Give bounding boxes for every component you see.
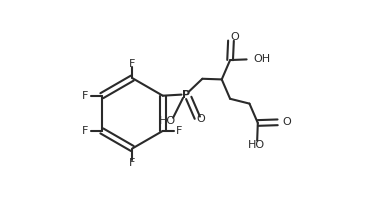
Text: P: P bbox=[182, 90, 190, 100]
Text: F: F bbox=[176, 126, 183, 136]
Text: O: O bbox=[197, 114, 205, 125]
Text: O: O bbox=[283, 117, 291, 127]
Text: HO: HO bbox=[248, 139, 265, 150]
Text: HO: HO bbox=[159, 116, 176, 126]
Text: F: F bbox=[129, 59, 135, 69]
Text: F: F bbox=[82, 91, 88, 101]
Text: O: O bbox=[230, 32, 239, 42]
Text: F: F bbox=[129, 158, 135, 169]
Text: F: F bbox=[82, 126, 88, 136]
Text: OH: OH bbox=[253, 54, 270, 64]
